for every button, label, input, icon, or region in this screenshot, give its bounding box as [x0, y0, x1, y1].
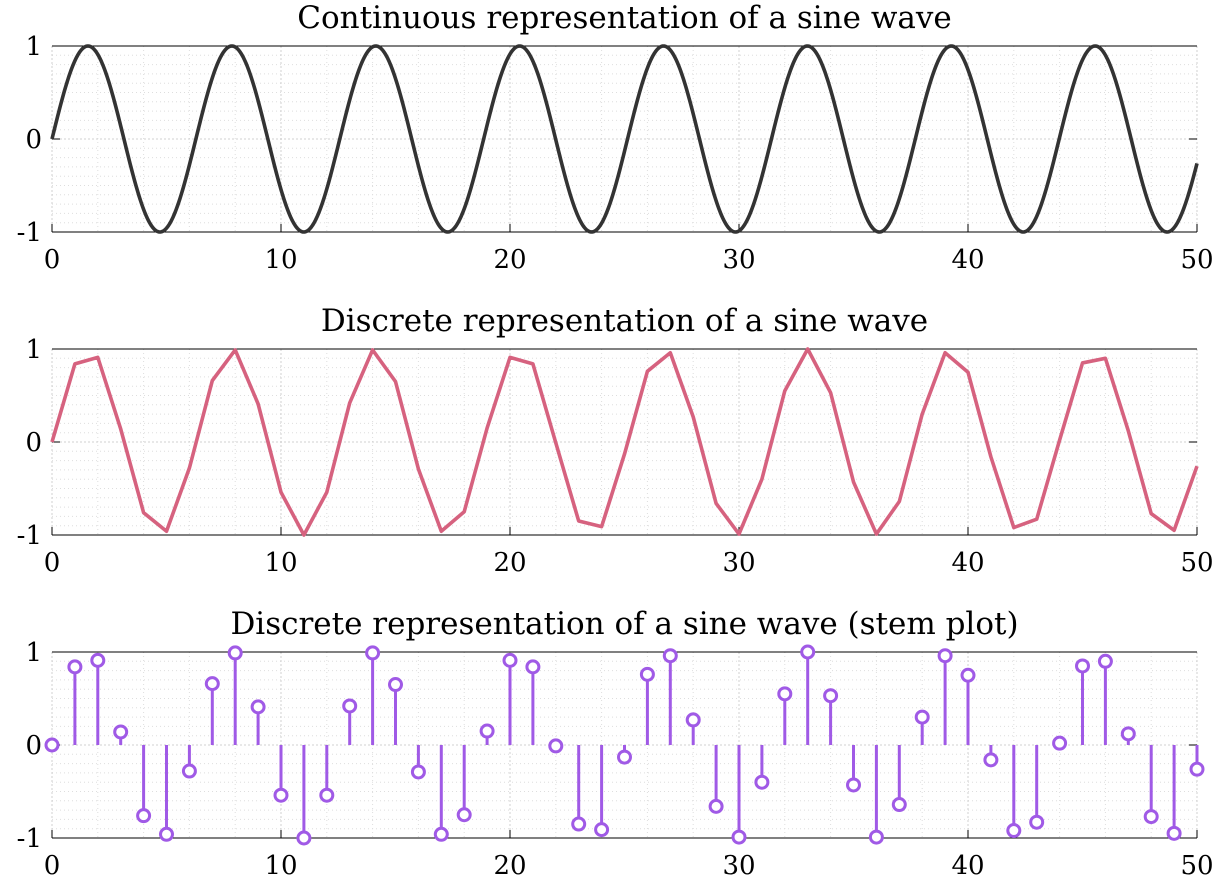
stem-marker [296, 830, 312, 846]
discrete-sine-line [50, 347, 1199, 537]
x-tick-label: 40 [951, 548, 984, 578]
subplot-title: Discrete representation of a sine wave (… [230, 606, 1018, 642]
stem-marker [1052, 735, 1068, 751]
stem-marker [1120, 726, 1136, 742]
stem-marker [754, 774, 770, 790]
stem-marker [1097, 653, 1113, 669]
y-tick-label: 0 [25, 731, 42, 761]
stem-marker [1166, 825, 1182, 841]
stem-marker [571, 816, 587, 832]
stem-marker [250, 699, 266, 715]
x-tick-label: 50 [1180, 245, 1213, 275]
stem-marker [159, 826, 174, 842]
stem-marker [891, 797, 907, 813]
stem-marker [639, 666, 655, 682]
stem-marker [319, 787, 335, 803]
sine-curve-line [50, 44, 1199, 234]
stem-marker [777, 686, 793, 702]
stem-marker [456, 807, 472, 823]
stem-marker [1075, 658, 1090, 674]
stem-marker [846, 777, 861, 793]
stem-marker [662, 648, 678, 664]
y-tick-label: 0 [25, 125, 42, 155]
stem-marker [1029, 814, 1045, 830]
stem-marker [594, 822, 610, 838]
stem-marker [410, 764, 426, 780]
x-tick-label: 50 [1180, 851, 1213, 881]
y-tick-label: 1 [25, 32, 42, 62]
stem-marker [388, 677, 403, 693]
stem-marker [113, 724, 129, 740]
x-tick-label: 20 [493, 245, 526, 275]
y-tick-label: -1 [17, 218, 42, 248]
stem-marker [204, 676, 220, 692]
stem-marker [1189, 761, 1205, 777]
x-tick-label: 30 [722, 851, 755, 881]
stem-marker [800, 644, 816, 660]
x-tick-label: 10 [264, 851, 297, 881]
x-tick-label: 0 [44, 245, 61, 275]
stem-marker [44, 737, 60, 753]
stem-marker [365, 645, 381, 661]
x-tick-label: 40 [951, 851, 984, 881]
stem-marker [1143, 809, 1159, 825]
stem-marker [548, 738, 564, 754]
x-tick-label: 20 [493, 548, 526, 578]
stem-marker [731, 829, 747, 845]
stem-marker [937, 648, 953, 664]
stem-marker [708, 798, 724, 814]
stem-marker [479, 723, 495, 739]
stem-marker [136, 808, 152, 824]
stem-marker [868, 829, 884, 845]
stem-marker [685, 712, 701, 728]
stem-marker [983, 752, 999, 768]
stem-marker [1006, 823, 1022, 839]
y-tick-label: 0 [25, 428, 42, 458]
stem-marker [823, 688, 839, 704]
y-tick-label: -1 [17, 824, 42, 854]
x-tick-label: 10 [264, 245, 297, 275]
x-tick-label: 30 [722, 548, 755, 578]
subplot-title: Continuous representation of a sine wave [297, 0, 951, 36]
stem-marker [90, 652, 106, 668]
stem-marker [914, 709, 930, 725]
stem-marker [960, 667, 976, 683]
stem-marker [342, 698, 358, 714]
x-tick-label: 0 [44, 548, 61, 578]
stem-marker [273, 787, 289, 803]
stem-marker [227, 645, 243, 661]
stem-marker [433, 826, 449, 842]
stem-marker [181, 763, 197, 779]
x-tick-label: 40 [951, 245, 984, 275]
x-tick-label: 50 [1180, 548, 1213, 578]
stem-marker [617, 749, 632, 765]
x-tick-label: 0 [44, 851, 61, 881]
subplot-title: Discrete representation of a sine wave [321, 303, 928, 339]
y-tick-label: 1 [25, 335, 42, 365]
x-tick-label: 10 [264, 548, 297, 578]
x-tick-label: 30 [722, 245, 755, 275]
stem-marker [67, 659, 83, 675]
stem-marker [525, 659, 541, 675]
y-tick-label: 1 [25, 638, 42, 668]
x-tick-label: 20 [493, 851, 526, 881]
y-tick-label: -1 [17, 521, 42, 551]
stem-marker [502, 652, 518, 668]
